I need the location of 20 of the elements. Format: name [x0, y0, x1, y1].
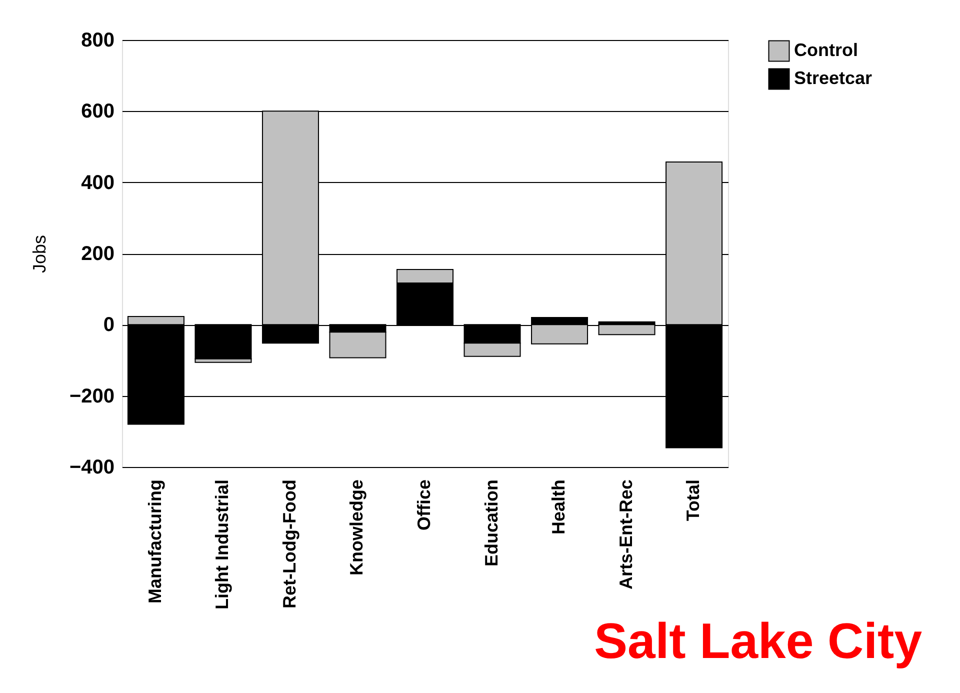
- x-tick-label: Manufacturing: [144, 480, 165, 604]
- x-tick-label: Arts-Ent-Rec: [616, 480, 636, 590]
- text: Salt Lake City: [594, 613, 922, 669]
- y-tick-label: 200: [81, 243, 114, 265]
- x-tick-label: Knowledge: [346, 480, 367, 576]
- x-tick-label: Office: [414, 480, 434, 531]
- x-tick-label: Health: [548, 480, 569, 535]
- y-axis-title: Jobs: [29, 234, 50, 274]
- y-tick-label: 400: [81, 172, 114, 194]
- y-tick-label: −400: [69, 456, 114, 478]
- x-tick-label: Ret-Lodg-Food: [279, 480, 300, 608]
- y-tick-label: 800: [81, 30, 114, 52]
- legend-label: Control: [794, 40, 858, 60]
- legend-label: Streetcar: [794, 68, 872, 88]
- x-tick-label: Light Industrial: [212, 480, 232, 610]
- y-tick-label: 0: [103, 314, 114, 336]
- y-tick-label: 600: [81, 100, 114, 123]
- y-tick-label: −200: [69, 385, 114, 408]
- x-tick-label: Education: [481, 480, 502, 567]
- x-tick-label: Total: [683, 480, 704, 522]
